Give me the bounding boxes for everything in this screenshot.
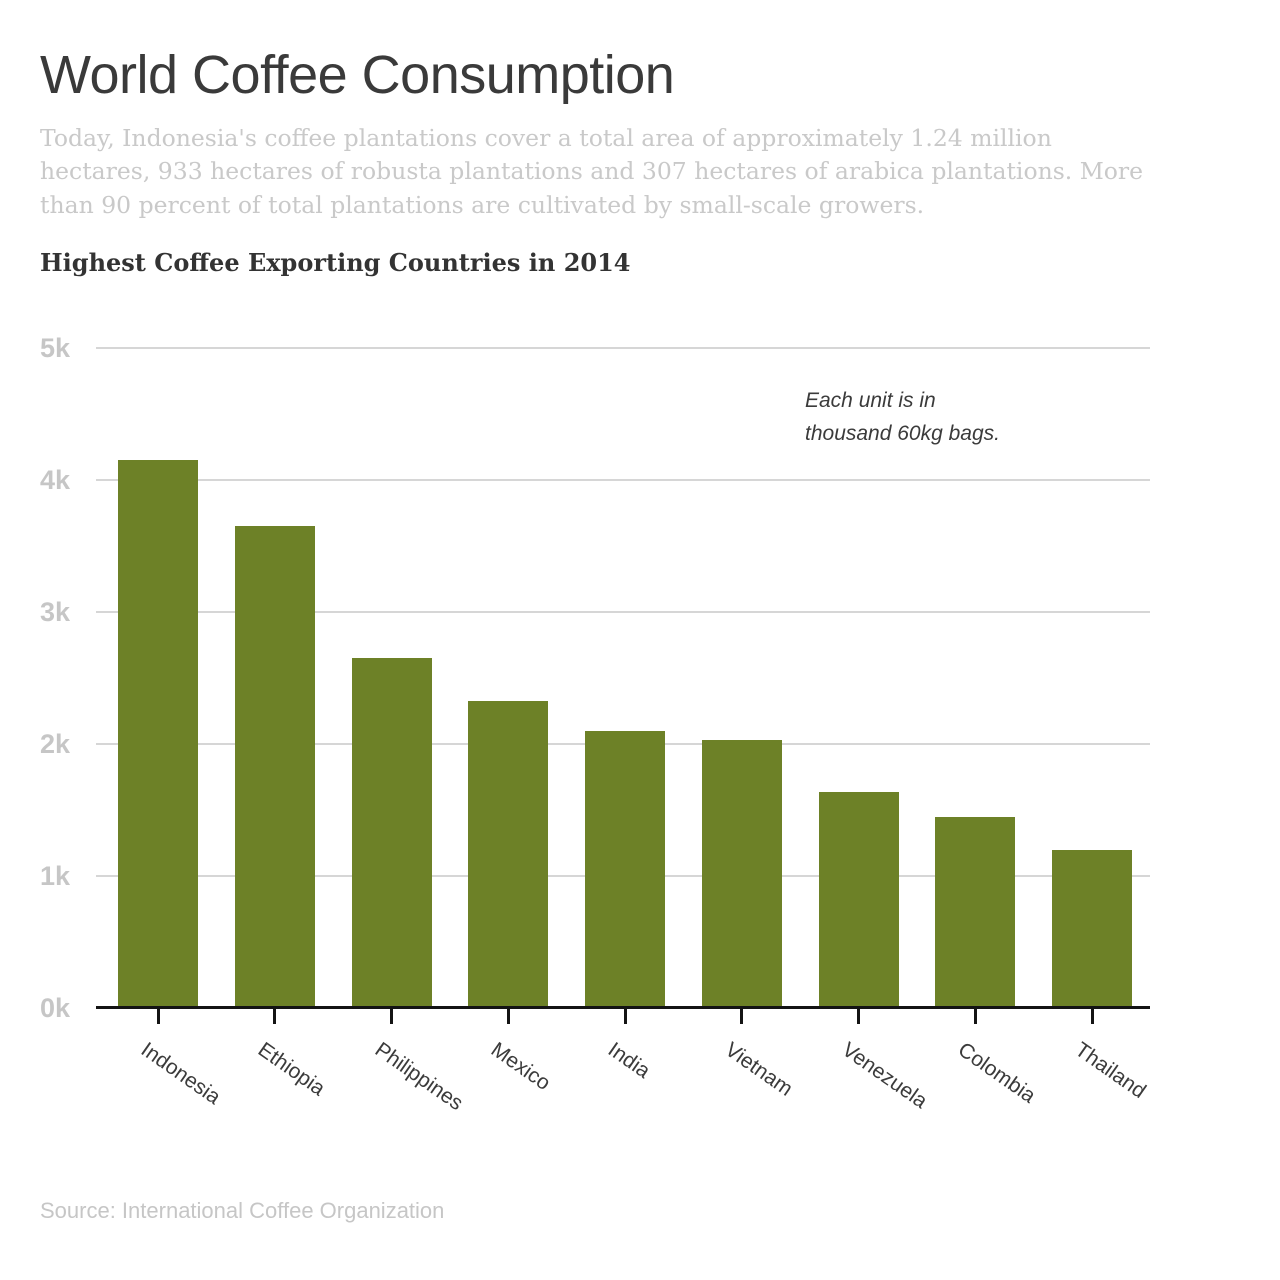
- x-axis-label-india: India: [603, 1038, 655, 1084]
- x-axis-label-vietnam: Vietnam: [720, 1038, 797, 1102]
- x-axis-line: [96, 1006, 1150, 1010]
- bar-mexico: [468, 700, 549, 1009]
- x-axis-label-ethiopia: Ethiopia: [253, 1038, 329, 1101]
- intro-line: than 90 percent of total plantations are…: [40, 190, 925, 219]
- x-axis-label-venezuela: Venezuela: [837, 1038, 931, 1114]
- x-axis-label-thailand: Thailand: [1070, 1038, 1150, 1104]
- bar-venezuela: [818, 791, 899, 1009]
- bar-colombia: [935, 816, 1016, 1009]
- annotation-line: Each unit is in: [805, 389, 936, 413]
- bar-indonesia: [118, 460, 198, 1009]
- bar-vietnam: [701, 740, 782, 1009]
- gridline-5k: [96, 347, 1150, 350]
- source-note: Source: International Coffee Organizatio…: [40, 1198, 445, 1224]
- chart-annotation: Each unit is in thousand 60kg bags.: [805, 384, 1000, 450]
- x-axis-tick-india: [623, 1008, 627, 1025]
- intro-line: Today, Indonesia's coffee plantations co…: [40, 124, 1052, 152]
- x-axis-label-indonesia: Indonesia: [136, 1038, 225, 1110]
- intro-paragraph: Today, Indonesia's coffee plantations co…: [40, 122, 1240, 222]
- y-axis-label-0k: 0k: [40, 993, 71, 1024]
- gridline-4k: [96, 479, 1150, 482]
- bar-ethiopia: [234, 526, 315, 1009]
- gridline-3k: [96, 611, 1150, 614]
- x-axis-tick-mexico: [506, 1008, 510, 1025]
- x-axis-label-philippines: Philippines: [370, 1038, 467, 1116]
- x-axis-label-mexico: Mexico: [487, 1038, 555, 1096]
- y-axis-label-3k: 3k: [40, 597, 71, 628]
- x-axis-tick-vietnam: [740, 1008, 744, 1025]
- y-axis-label-4k: 4k: [40, 465, 71, 496]
- intro-line: hectares, 933 hectares of robusta planta…: [40, 157, 1144, 186]
- x-axis-tick-indonesia: [156, 1008, 160, 1025]
- x-axis-tick-thailand: [1090, 1008, 1094, 1025]
- chart-title: Highest Coffee Exporting Countries in 20…: [40, 248, 631, 278]
- x-axis-tick-philippines: [390, 1008, 393, 1025]
- bar-thailand: [1052, 849, 1132, 1009]
- bar-philippines: [351, 658, 432, 1009]
- annotation-line: thousand 60kg bags.: [805, 422, 1000, 446]
- x-axis-tick-venezuela: [857, 1008, 860, 1025]
- x-axis-tick-ethiopia: [273, 1008, 277, 1025]
- y-axis-label-2k: 2k: [40, 729, 71, 760]
- y-axis-label-5k: 5k: [40, 333, 71, 364]
- y-axis-label-1k: 1k: [40, 861, 71, 892]
- bar-chart: Each unit is in thousand 60kg bags. 0k 1k…: [40, 333, 1150, 1115]
- x-axis-tick-colombia: [973, 1008, 977, 1025]
- page-title: World Coffee Consumption: [40, 45, 675, 105]
- x-axis-label-colombia: Colombia: [954, 1038, 1040, 1108]
- bar-india: [585, 731, 665, 1009]
